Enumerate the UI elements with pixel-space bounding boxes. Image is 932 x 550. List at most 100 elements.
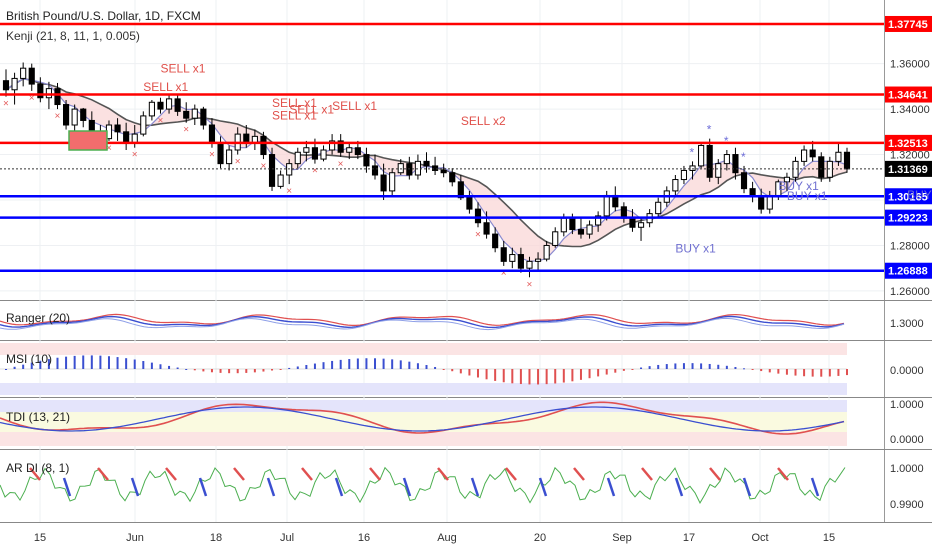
candle[interactable] xyxy=(577,218,585,239)
kenji-indicator-label[interactable]: Kenji (21, 8, 11, 1, 0.005) xyxy=(6,29,140,43)
candle-body xyxy=(423,160,430,167)
candle[interactable] xyxy=(586,220,593,239)
candle[interactable] xyxy=(432,156,439,175)
msi-bar xyxy=(168,365,171,369)
candle[interactable] xyxy=(809,140,816,162)
candle[interactable] xyxy=(440,163,447,178)
candle[interactable] xyxy=(715,159,722,185)
candle[interactable] xyxy=(835,143,842,166)
candle[interactable] xyxy=(509,247,516,269)
candle[interactable] xyxy=(595,211,602,232)
candle[interactable] xyxy=(303,140,310,162)
price-tick-label: 1.26000 xyxy=(890,286,930,298)
candle[interactable] xyxy=(732,147,739,180)
candle-body xyxy=(843,151,851,170)
candle[interactable] xyxy=(517,247,524,273)
candle[interactable] xyxy=(71,104,78,132)
level-price-tag: 1.37745 xyxy=(885,15,932,32)
msi-bar xyxy=(528,369,531,385)
candle[interactable] xyxy=(483,211,490,239)
candle[interactable] xyxy=(37,77,44,103)
candle[interactable] xyxy=(843,147,851,173)
candle[interactable] xyxy=(346,143,353,160)
candle[interactable] xyxy=(140,111,147,137)
candle[interactable] xyxy=(20,62,27,87)
candle-body xyxy=(208,124,216,144)
candle[interactable] xyxy=(397,159,404,175)
candle[interactable] xyxy=(157,97,164,114)
candle[interactable] xyxy=(148,100,155,121)
candle[interactable] xyxy=(552,227,559,248)
candle[interactable] xyxy=(2,69,10,97)
candle[interactable] xyxy=(698,143,705,169)
candle[interactable] xyxy=(474,202,482,228)
candle[interactable] xyxy=(80,107,87,128)
sell-marker: × xyxy=(157,116,163,127)
msi-bar xyxy=(228,369,231,374)
msi-bar xyxy=(365,358,368,369)
level-price-tag: 1.26888 xyxy=(885,262,932,279)
ardi-indicator-label[interactable]: AR DI (8, 1) xyxy=(6,461,70,475)
candle[interactable] xyxy=(801,145,808,166)
candle-body xyxy=(732,154,739,174)
candle[interactable] xyxy=(226,145,233,171)
sell-marker: × xyxy=(54,111,60,122)
candle[interactable] xyxy=(294,147,301,169)
candle[interactable] xyxy=(689,161,696,180)
candle[interactable] xyxy=(534,252,542,271)
candle[interactable] xyxy=(637,218,645,241)
msi-bar xyxy=(485,369,488,380)
candle[interactable] xyxy=(723,150,730,171)
candle[interactable] xyxy=(380,163,387,200)
candle[interactable] xyxy=(655,197,662,219)
candle[interactable] xyxy=(783,172,791,191)
candle[interactable] xyxy=(114,118,121,141)
candle[interactable] xyxy=(543,240,550,262)
candle[interactable] xyxy=(200,106,207,130)
candle[interactable] xyxy=(414,154,421,180)
candle[interactable] xyxy=(337,134,344,157)
candle[interactable] xyxy=(28,63,35,91)
candle[interactable] xyxy=(277,170,284,189)
tdi-indicator-label[interactable]: TDI (13, 21) xyxy=(6,410,71,424)
candle[interactable] xyxy=(492,227,499,253)
candle[interactable] xyxy=(706,138,713,182)
candle-body xyxy=(629,217,636,228)
candle[interactable] xyxy=(680,165,688,185)
candle[interactable] xyxy=(466,190,473,214)
msi-bar xyxy=(459,369,462,374)
time-axis-bg xyxy=(0,523,932,550)
candle[interactable] xyxy=(500,240,507,266)
signal-label: SELL x1 xyxy=(332,99,377,113)
candle[interactable] xyxy=(423,152,430,173)
candle[interactable] xyxy=(371,154,379,180)
ardi-up-segment xyxy=(97,467,109,481)
candle-body xyxy=(294,151,301,165)
msi-bar xyxy=(399,360,402,369)
candle[interactable] xyxy=(449,168,456,187)
candle[interactable] xyxy=(818,152,825,182)
ardi-down-segment xyxy=(810,477,820,497)
candle[interactable] xyxy=(165,95,173,114)
candle[interactable] xyxy=(62,100,70,130)
signal-label: SELL x1 xyxy=(272,96,317,110)
candle[interactable] xyxy=(191,104,198,125)
candle[interactable] xyxy=(174,95,181,116)
candle[interactable] xyxy=(740,165,748,194)
candle[interactable] xyxy=(526,256,533,278)
candle[interactable] xyxy=(260,131,267,160)
candle[interactable] xyxy=(389,168,396,196)
candle[interactable] xyxy=(329,134,336,155)
msi-bar xyxy=(90,355,93,369)
candle[interactable] xyxy=(54,82,61,110)
candle[interactable] xyxy=(11,72,18,105)
candle[interactable] xyxy=(320,145,327,162)
msi-bar xyxy=(159,364,162,369)
candle[interactable] xyxy=(363,147,370,173)
candle[interactable] xyxy=(183,102,190,123)
level-tag-bg xyxy=(885,262,932,279)
candle[interactable] xyxy=(672,175,679,196)
msi-indicator-label[interactable]: MSI (10) xyxy=(6,352,53,366)
ranger-indicator-label[interactable]: Ranger (20) xyxy=(6,311,71,325)
